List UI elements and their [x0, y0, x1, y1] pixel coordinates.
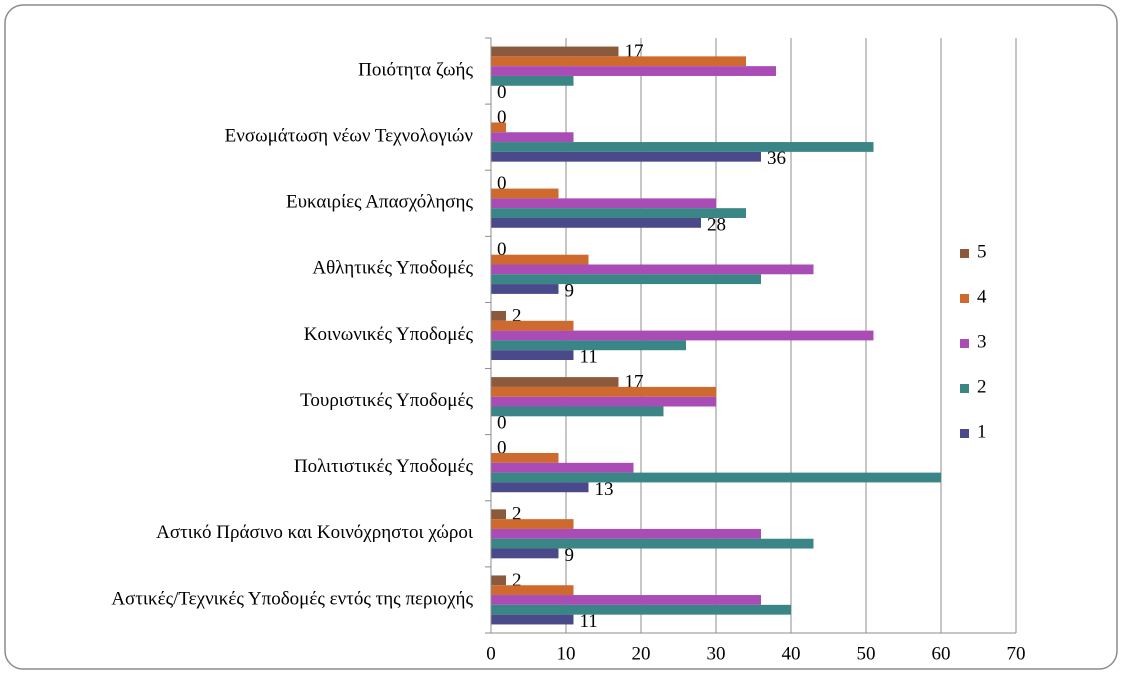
bar	[491, 462, 634, 473]
bar	[491, 132, 574, 143]
bar	[491, 538, 814, 549]
bar	[491, 254, 589, 265]
bar	[491, 614, 574, 625]
data-label: 28	[707, 214, 726, 235]
bar	[491, 585, 574, 596]
legend-swatch	[960, 339, 969, 348]
x-tick-label: 30	[707, 643, 726, 664]
y-tick-label: Αστικές/Τεχνικές Υποδομές εντός της περι…	[111, 588, 473, 609]
bar	[491, 482, 589, 493]
bar	[491, 142, 874, 152]
y-tick-label: Κοινωνικές Υποδομές	[304, 324, 474, 345]
bar	[491, 396, 716, 407]
bar	[491, 217, 701, 228]
bar	[491, 56, 746, 67]
y-tick-label: Ευκαιρίες Απασχόλησης	[286, 192, 473, 213]
bar	[491, 284, 559, 294]
bar	[491, 595, 761, 605]
data-label: 36	[767, 148, 786, 169]
data-label: 11	[580, 611, 598, 632]
legend-label: 5	[977, 241, 987, 262]
legend-swatch	[960, 384, 969, 393]
bar	[491, 75, 574, 86]
bar	[491, 340, 686, 351]
x-tick-label: 70	[1007, 643, 1026, 664]
data-label: 9	[565, 545, 575, 566]
bar	[491, 46, 619, 57]
data-label: 2	[512, 504, 522, 525]
bar	[491, 548, 559, 559]
legend-swatch	[960, 249, 969, 258]
bar	[491, 528, 761, 539]
legend-swatch	[960, 294, 969, 303]
bar	[491, 66, 776, 76]
y-tick-label: Αθλητικές Υποδομές	[312, 258, 473, 279]
data-label: 9	[565, 280, 575, 301]
y-tick-label: Ενσωμάτωση νέων Τεχνολογιών	[225, 126, 474, 147]
data-label: 0	[497, 413, 507, 434]
x-tick-label: 10	[557, 643, 576, 664]
legend-label: 1	[977, 421, 987, 442]
bar	[491, 386, 716, 397]
x-tick-label: 20	[632, 643, 651, 664]
bar	[491, 350, 574, 360]
legend-swatch	[960, 429, 969, 438]
y-tick-label: Αστικό Πράσινο και Κοινόχρηστοι χώροι	[156, 522, 474, 543]
data-label: 0	[497, 438, 507, 459]
data-label: 0	[497, 239, 507, 260]
data-label: 13	[595, 479, 614, 500]
y-tick-label: Πολιτιστικές Υποδομές	[294, 456, 474, 477]
bar	[491, 198, 716, 209]
data-label: 0	[497, 82, 507, 103]
bar	[491, 575, 506, 586]
x-tick-label: 40	[782, 643, 801, 664]
bar	[491, 188, 559, 199]
bar	[491, 519, 574, 529]
bar	[491, 320, 574, 331]
bar	[491, 151, 761, 162]
bar	[491, 377, 619, 387]
data-label: 2	[512, 305, 522, 326]
data-label: 0	[497, 107, 507, 128]
bar	[491, 604, 791, 615]
y-tick-label: Ποιότητα ζωής	[358, 59, 473, 80]
legend-label: 3	[977, 331, 987, 352]
x-tick-label: 50	[857, 643, 876, 664]
bar	[491, 208, 746, 218]
bar	[491, 330, 874, 341]
bar	[491, 274, 761, 285]
legend-label: 4	[977, 286, 987, 307]
x-tick-label: 60	[932, 643, 951, 664]
bar	[491, 472, 941, 483]
x-tick-label: 0	[486, 643, 496, 664]
bar	[491, 406, 664, 417]
y-tick-label: Τουριστικές Υποδομές	[300, 390, 473, 411]
data-label: 0	[497, 173, 507, 194]
legend-label: 2	[977, 376, 987, 397]
data-label: 2	[512, 570, 522, 591]
bar	[491, 311, 506, 321]
bar	[491, 509, 506, 520]
data-label: 11	[580, 347, 598, 368]
bar	[491, 122, 506, 133]
bar	[491, 264, 814, 275]
bar	[491, 453, 559, 463]
